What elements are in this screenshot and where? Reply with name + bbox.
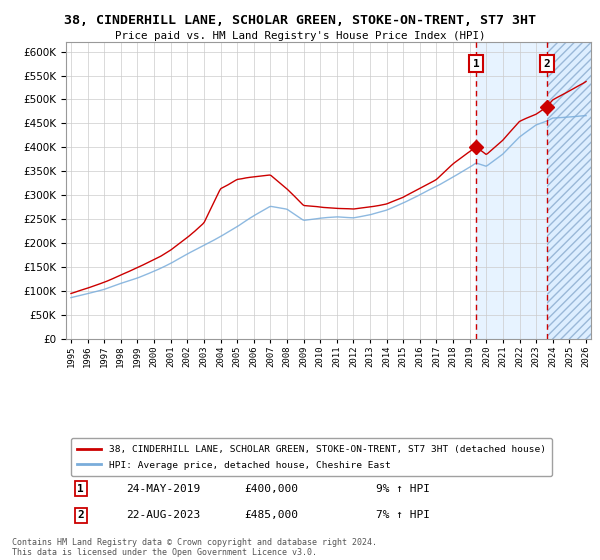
Text: 2: 2 [543, 59, 550, 68]
Text: 9% ↑ HPI: 9% ↑ HPI [376, 484, 430, 494]
Text: £400,000: £400,000 [245, 484, 299, 494]
Text: Contains HM Land Registry data © Crown copyright and database right 2024.
This d: Contains HM Land Registry data © Crown c… [12, 538, 377, 557]
Text: 2: 2 [77, 510, 84, 520]
Text: 1: 1 [473, 59, 479, 68]
Text: 22-AUG-2023: 22-AUG-2023 [127, 510, 200, 520]
Bar [547, 42, 591, 339]
Text: 24-MAY-2019: 24-MAY-2019 [127, 484, 200, 494]
Text: 38, CINDERHILL LANE, SCHOLAR GREEN, STOKE-ON-TRENT, ST7 3HT: 38, CINDERHILL LANE, SCHOLAR GREEN, STOK… [64, 14, 536, 27]
Text: £485,000: £485,000 [245, 510, 299, 520]
Legend: 38, CINDERHILL LANE, SCHOLAR GREEN, STOKE-ON-TRENT, ST7 3HT (detached house), HP: 38, CINDERHILL LANE, SCHOLAR GREEN, STOK… [71, 438, 552, 477]
Text: 7% ↑ HPI: 7% ↑ HPI [376, 510, 430, 520]
Text: Price paid vs. HM Land Registry's House Price Index (HPI): Price paid vs. HM Land Registry's House … [115, 31, 485, 41]
Text: 1: 1 [77, 484, 84, 494]
Bar [476, 42, 591, 339]
